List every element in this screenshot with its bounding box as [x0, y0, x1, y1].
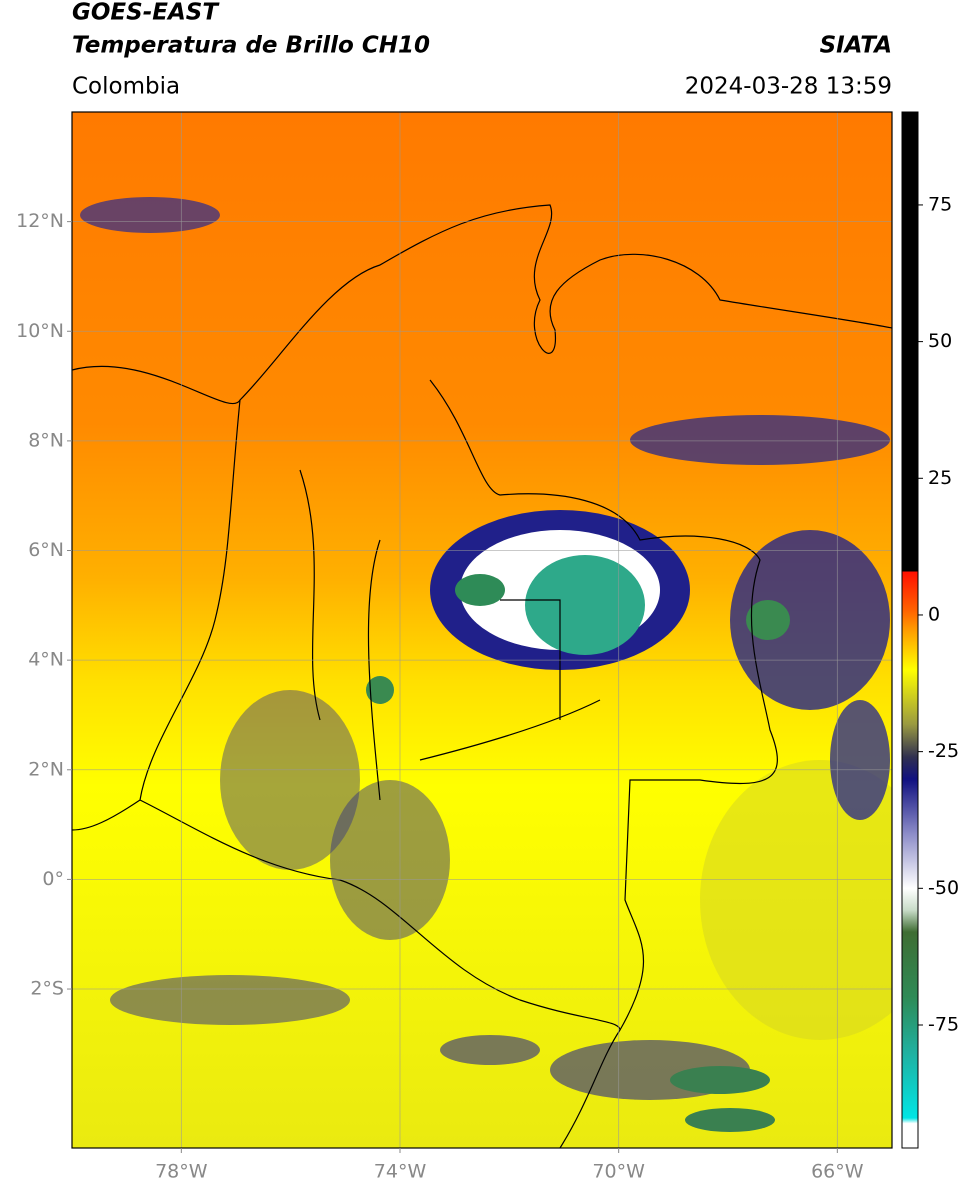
y-tick-label: 6°N — [28, 539, 64, 561]
colorbar-tick-label: 0 — [928, 603, 940, 625]
colorbar — [901, 111, 919, 1149]
x-tick-label: 78°W — [155, 1161, 208, 1183]
y-tick-label: 8°N — [28, 429, 64, 451]
y-tick-label: 0° — [42, 868, 64, 890]
x-tick-label: 66°W — [811, 1161, 864, 1183]
colorbar-tick-label: -25 — [928, 740, 959, 762]
colorbar-tick-label: -50 — [928, 877, 959, 899]
y-tick-label: 12°N — [16, 210, 64, 232]
colorbar-tick-label: -75 — [928, 1013, 959, 1035]
y-tick-label: 4°N — [28, 649, 64, 671]
x-tick-label: 70°W — [592, 1161, 645, 1183]
colorbar-tick-label: 25 — [928, 467, 952, 489]
colorbar-tick-label: 75 — [928, 193, 952, 215]
agency: SIATA — [820, 33, 892, 59]
subtitle: Temperatura de Brillo CH10 — [72, 33, 430, 59]
y-tick-label: 10°N — [16, 320, 64, 342]
map-frame — [71, 111, 893, 1149]
region: Colombia — [72, 74, 180, 100]
colorbar-tick-label: 50 — [928, 330, 952, 352]
satellite-image — [72, 112, 892, 1148]
x-tick-label: 74°W — [374, 1161, 427, 1183]
y-tick-label: 2°N — [28, 758, 64, 780]
y-tick-label: 2°S — [30, 978, 64, 1000]
datetime: 2024-03-28 13:59 — [685, 74, 892, 100]
title: GOES-EAST — [72, 0, 220, 26]
